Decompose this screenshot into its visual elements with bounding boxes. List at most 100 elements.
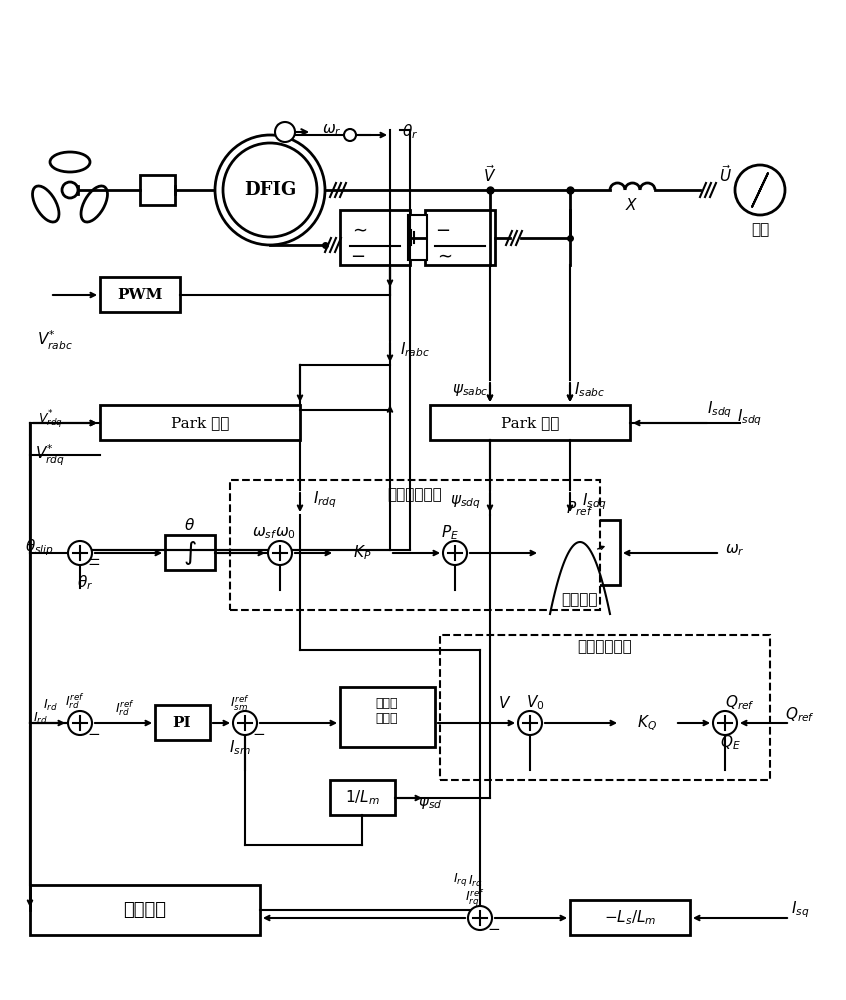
- Bar: [340, 687, 435, 747]
- Bar: [230, 480, 600, 610]
- Circle shape: [275, 122, 295, 142]
- Bar: [570, 900, 690, 935]
- Text: $I_{sdq}$: $I_{sdq}$: [707, 400, 733, 420]
- Text: $\omega_{sf}$: $\omega_{sf}$: [252, 525, 277, 541]
- Bar: [340, 210, 410, 265]
- Text: $V_0$: $V_0$: [525, 694, 544, 712]
- Bar: [330, 780, 395, 815]
- Text: $-$: $-$: [436, 220, 451, 238]
- Circle shape: [468, 906, 492, 930]
- Text: $V_{rabc}^{*}$: $V_{rabc}^{*}$: [37, 328, 73, 352]
- Text: $I_{rdq}$: $I_{rdq}$: [313, 490, 337, 510]
- Text: 电压下垂控制: 电压下垂控制: [578, 640, 632, 654]
- Text: $I_{rq}^{ref}$: $I_{rq}^{ref}$: [465, 887, 485, 909]
- Text: $-$: $-$: [350, 246, 365, 264]
- Bar: [425, 210, 495, 265]
- Text: Park 变换: Park 变换: [171, 416, 229, 430]
- Text: $-L_s/L_m$: $-L_s/L_m$: [604, 909, 656, 927]
- Circle shape: [223, 143, 317, 237]
- Text: $I_{rd}$: $I_{rd}$: [42, 697, 58, 713]
- Circle shape: [268, 541, 292, 565]
- Text: $Q_{ref}$: $Q_{ref}$: [785, 706, 815, 724]
- Text: $\theta_r$: $\theta_r$: [402, 123, 418, 141]
- Bar: [335, 535, 390, 570]
- Text: $Q_E$: $Q_E$: [720, 734, 740, 752]
- Text: 频率下垂控制: 频率下垂控制: [387, 488, 442, 502]
- Text: $I_{sdq}$: $I_{sdq}$: [738, 408, 762, 428]
- Text: $-$: $-$: [87, 551, 101, 565]
- Text: 电流内环: 电流内环: [124, 901, 167, 919]
- Text: 励磁电
流计算: 励磁电 流计算: [376, 697, 398, 725]
- Text: $I_{rd}^{ref}$: $I_{rd}^{ref}$: [115, 698, 135, 718]
- Bar: [100, 277, 180, 312]
- Text: $\vec{V}$: $\vec{V}$: [483, 165, 497, 185]
- Text: $I_{rd}$: $I_{rd}$: [32, 710, 47, 726]
- Text: $\omega_r$: $\omega_r$: [322, 122, 342, 138]
- Text: $I_{sm}$: $I_{sm}$: [229, 739, 251, 757]
- Text: $\int$: $\int$: [183, 539, 197, 567]
- Bar: [408, 215, 427, 260]
- Text: $I_{rabc}$: $I_{rabc}$: [400, 341, 430, 359]
- Text: $\theta_{slip}$: $\theta_{slip}$: [25, 538, 54, 558]
- Text: $\omega_r$: $\omega_r$: [725, 542, 744, 558]
- Text: $V_{rdq}^{*}$: $V_{rdq}^{*}$: [35, 442, 65, 468]
- Circle shape: [443, 541, 467, 565]
- Circle shape: [735, 165, 785, 215]
- Text: $\theta$: $\theta$: [184, 517, 195, 533]
- Text: Park 变换: Park 变换: [501, 416, 559, 430]
- Circle shape: [68, 541, 92, 565]
- Text: $\psi_{sabc}$: $\psi_{sabc}$: [452, 382, 488, 398]
- Circle shape: [62, 182, 78, 198]
- Text: $I_{sq}$: $I_{sq}$: [791, 900, 810, 920]
- Text: $\sim$: $\sim$: [349, 220, 367, 238]
- Text: $1/L_m$: $1/L_m$: [344, 789, 380, 807]
- Circle shape: [518, 711, 542, 735]
- Text: $\vec{U}$: $\vec{U}$: [718, 165, 732, 185]
- Text: $-$: $-$: [87, 726, 101, 740]
- Text: DFIG: DFIG: [244, 181, 296, 199]
- Ellipse shape: [81, 186, 107, 222]
- Text: $\omega_0$: $\omega_0$: [275, 525, 295, 541]
- Ellipse shape: [50, 152, 90, 172]
- Text: PWM: PWM: [118, 288, 162, 302]
- Bar: [430, 405, 630, 440]
- Text: 电网: 电网: [751, 223, 769, 237]
- Bar: [30, 885, 260, 935]
- Bar: [100, 405, 300, 440]
- Text: $I_{rd}^{ref}$: $I_{rd}^{ref}$: [65, 691, 85, 711]
- Text: $K_Q$: $K_Q$: [637, 713, 657, 733]
- Text: $I_{rq}$: $I_{rq}$: [468, 872, 482, 890]
- Text: $\psi_{sdq}$: $\psi_{sdq}$: [449, 493, 481, 511]
- Circle shape: [713, 711, 737, 735]
- Text: $P_E$: $P_E$: [441, 524, 459, 542]
- Text: $X$: $X$: [625, 197, 639, 213]
- Text: $-$: $-$: [487, 921, 501, 935]
- Text: PI: PI: [173, 716, 191, 730]
- Text: $Q_{ref}$: $Q_{ref}$: [725, 694, 755, 712]
- Text: $-$: $-$: [87, 556, 101, 570]
- Bar: [620, 705, 675, 740]
- Circle shape: [233, 711, 257, 735]
- Circle shape: [215, 135, 325, 245]
- Circle shape: [68, 711, 92, 735]
- Text: $V$: $V$: [498, 695, 512, 711]
- Text: $\theta_r$: $\theta_r$: [77, 574, 93, 592]
- Text: $I_{rq}$: $I_{rq}$: [453, 871, 467, 888]
- Bar: [165, 535, 215, 570]
- Text: $I_{sabc}$: $I_{sabc}$: [574, 381, 606, 399]
- Text: $K_P$: $K_P$: [353, 544, 371, 562]
- Circle shape: [344, 129, 356, 141]
- Bar: [155, 705, 210, 740]
- Text: $\sim$: $\sim$: [434, 246, 453, 264]
- Ellipse shape: [32, 186, 59, 222]
- Bar: [540, 520, 620, 585]
- Text: $V_{rdq}^{*}$: $V_{rdq}^{*}$: [37, 409, 63, 431]
- Text: 减载控制: 减载控制: [562, 593, 598, 607]
- Text: $I_{sm}^{ref}$: $I_{sm}^{ref}$: [230, 693, 250, 713]
- Bar: [440, 635, 770, 780]
- Bar: [140, 175, 175, 205]
- Text: $P_{ref}$: $P_{ref}$: [566, 500, 594, 518]
- Text: $-$: $-$: [252, 726, 266, 740]
- Text: $\psi_{sd}$: $\psi_{sd}$: [418, 795, 442, 811]
- Text: $I_{sdq}$: $I_{sdq}$: [582, 492, 607, 512]
